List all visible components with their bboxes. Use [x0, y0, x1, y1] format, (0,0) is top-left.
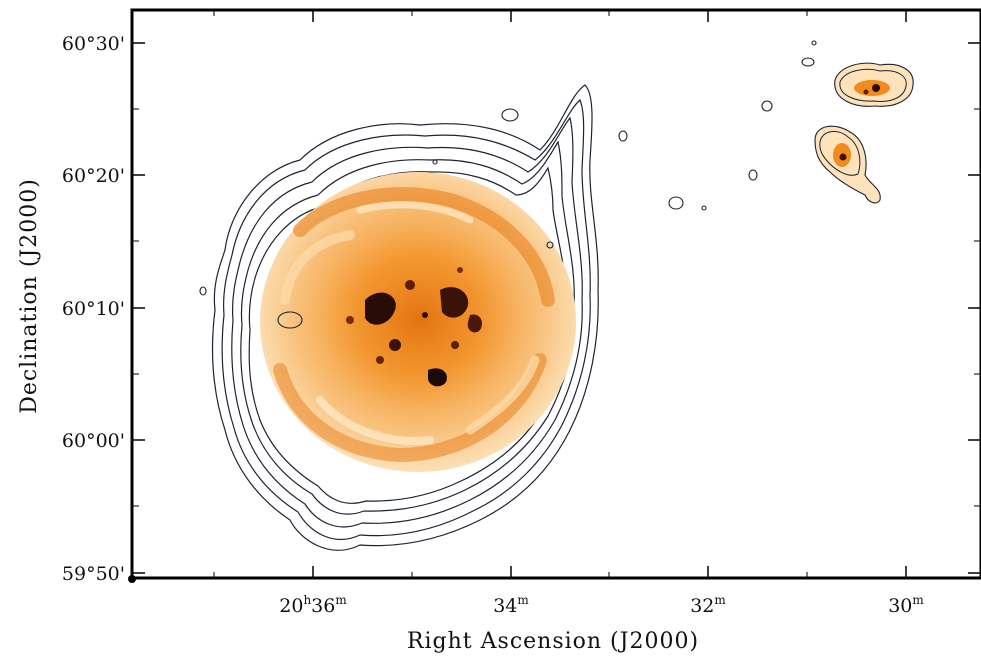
y-tick-label: 60°20'	[62, 165, 125, 187]
x-tick-minutes-unit: m	[335, 593, 347, 607]
x-tick-labels: 20h36m 34m 32m 30m	[279, 593, 924, 617]
image-layer	[199, 40, 914, 551]
main-galaxy-emission	[260, 172, 576, 472]
y-tick-label: 59°50'	[62, 563, 125, 585]
x-tick-hours-unit: h	[303, 593, 311, 607]
x-axis-label: Right Ascension (J2000)	[407, 629, 699, 654]
companion-source-upper	[834, 62, 914, 107]
x-tick-minutes: 32	[690, 595, 714, 617]
x-tick-minutes-unit: m	[714, 593, 726, 607]
corner-dot	[128, 575, 136, 583]
y-tick-label: 60°30'	[62, 33, 125, 55]
x-tick-label: 30m	[888, 593, 924, 617]
y-axis-label: Declination (J2000)	[17, 178, 42, 414]
y-tick-label: 60°10'	[62, 298, 125, 320]
x-tick-minutes: 30	[888, 595, 912, 617]
companion-source-lower	[814, 125, 881, 204]
y-tick-label: 60°00'	[62, 430, 125, 452]
x-tick-minutes: 34	[493, 595, 517, 617]
isolated-contours	[199, 40, 817, 329]
y-tick-labels: 60°30' 60°20' 60°10' 60°00' 59°50'	[62, 33, 125, 585]
axis-ticks	[132, 10, 981, 578]
x-tick-minutes-unit: m	[517, 593, 529, 607]
x-tick-minutes: 36	[311, 595, 335, 617]
x-tick-hours: 20	[279, 595, 303, 617]
x-tick-label: 32m	[690, 593, 726, 617]
x-tick-label: 34m	[493, 593, 529, 617]
x-tick-minutes-unit: m	[912, 593, 924, 607]
minor-ticks	[132, 10, 981, 578]
x-tick-label: 20h36m	[279, 593, 347, 617]
